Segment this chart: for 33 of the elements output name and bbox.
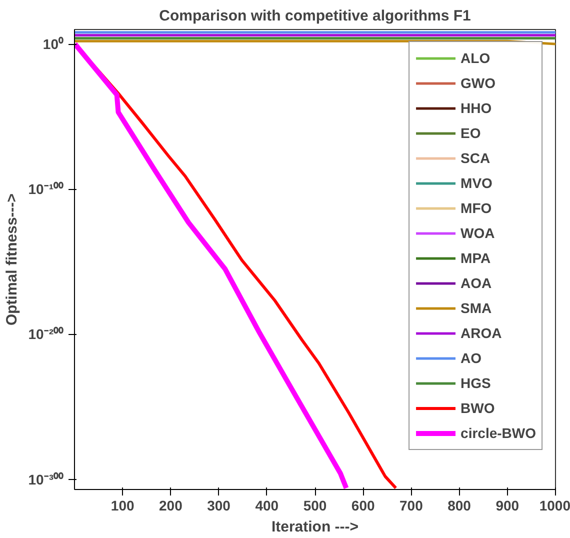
y-tick-label: 10⁰ bbox=[42, 36, 64, 52]
x-tick-label: 700 bbox=[400, 498, 424, 514]
legend-label: AO bbox=[460, 349, 482, 368]
legend-label: WOA bbox=[460, 224, 495, 243]
x-tick-label: 600 bbox=[351, 498, 375, 514]
x-tick-label: 200 bbox=[159, 498, 183, 514]
y-axis-title: Optimal fitness---> bbox=[3, 193, 20, 326]
legend-label: AROA bbox=[460, 324, 502, 343]
x-tick-label: 100 bbox=[110, 498, 134, 514]
legend-label: GWO bbox=[460, 74, 496, 93]
legend-label: SMA bbox=[460, 299, 492, 318]
x-axis-title: Iteration ---> bbox=[271, 518, 359, 536]
legend-label: MPA bbox=[460, 249, 491, 268]
legend-label: HGS bbox=[460, 374, 491, 393]
x-tick-label: 800 bbox=[448, 498, 472, 514]
legend-label: HHO bbox=[460, 99, 492, 118]
legend-label: BWO bbox=[460, 399, 495, 418]
x-tick-label: 500 bbox=[303, 498, 327, 514]
y-tick-label: 10⁻³⁰⁰ bbox=[28, 471, 64, 488]
y-tick-label: 10⁻¹⁰⁰ bbox=[28, 181, 64, 198]
legend-label: MFO bbox=[460, 199, 492, 218]
legend-label: SCA bbox=[460, 149, 490, 168]
x-tick-label: 400 bbox=[255, 498, 279, 514]
legend-label: EO bbox=[460, 124, 481, 143]
legend-label: circle-BWO bbox=[460, 424, 536, 443]
x-tick-label: 900 bbox=[496, 498, 520, 514]
y-tick-label: 10⁻²⁰⁰ bbox=[28, 326, 64, 342]
chart-title: Comparison with competitive algorithms F1 bbox=[159, 8, 471, 24]
legend-label: MVO bbox=[460, 174, 492, 193]
x-tick-label: 1000 bbox=[539, 498, 570, 514]
legend-label: ALO bbox=[460, 49, 490, 68]
legend-label: AOA bbox=[460, 274, 492, 293]
x-tick-label: 300 bbox=[207, 498, 231, 514]
